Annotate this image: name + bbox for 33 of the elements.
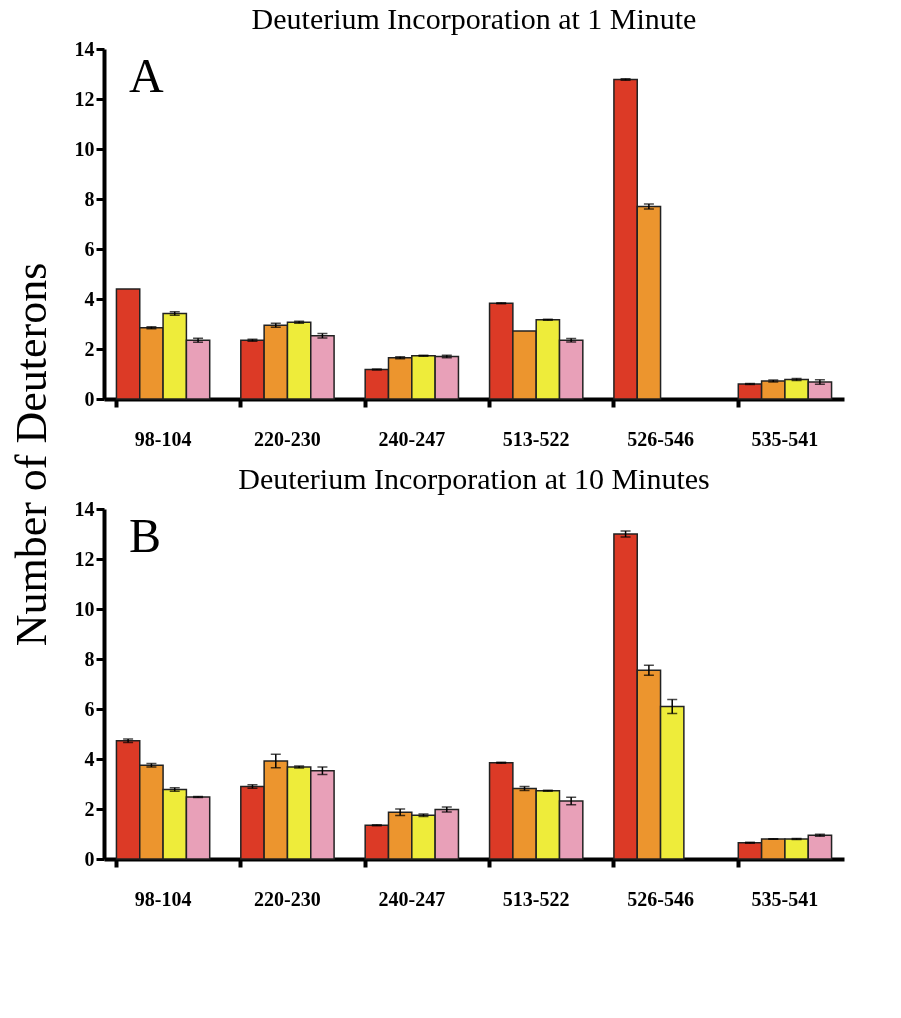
y-tick-label: 10 [74, 137, 95, 160]
y-tick-label: 2 [84, 797, 95, 820]
y-tick-label: 12 [74, 87, 95, 110]
x-tick-label: 535-541 [751, 887, 819, 910]
y-tick-label: 10 [74, 597, 95, 620]
y-tick-label: 6 [84, 697, 95, 720]
x-tick-label: 240-247 [378, 427, 446, 450]
y-tick-label: 6 [84, 237, 95, 260]
chart-title: Deuterium Incorporation at 1 Minute [251, 2, 697, 35]
y-tick-label: 12 [74, 547, 95, 570]
x-tick-label: 513-522 [502, 887, 570, 910]
x-tick-label: 535-541 [751, 427, 819, 450]
x-tick-label: 98-104 [134, 887, 192, 910]
y-tick-label: 4 [84, 747, 95, 770]
x-tick-label: 526-546 [627, 887, 694, 910]
x-tick-label: 220-230 [254, 427, 321, 450]
annotation: A [129, 49, 164, 102]
y-tick-label: 0 [84, 387, 95, 410]
annotation: B [129, 509, 162, 562]
y-tick-label: 0 [84, 847, 95, 870]
chart-title: Deuterium Incorporation at 10 Minutes [238, 462, 710, 495]
x-tick-label: 513-522 [502, 427, 570, 450]
x-tick-label: 98-104 [134, 427, 192, 450]
x-tick-label: 526-546 [627, 427, 694, 450]
y-tick-label: 8 [84, 187, 95, 210]
x-tick-label: 240-247 [378, 887, 446, 910]
x-tick-label: 220-230 [254, 887, 321, 910]
y-tick-label: 2 [84, 337, 95, 360]
y-tick-label: 8 [84, 647, 95, 670]
y-axis-title: Number of Deuterons [6, 262, 56, 647]
y-tick-label: 14 [74, 37, 95, 60]
y-tick-label: 14 [74, 497, 95, 520]
y-tick-label: 4 [84, 287, 95, 310]
